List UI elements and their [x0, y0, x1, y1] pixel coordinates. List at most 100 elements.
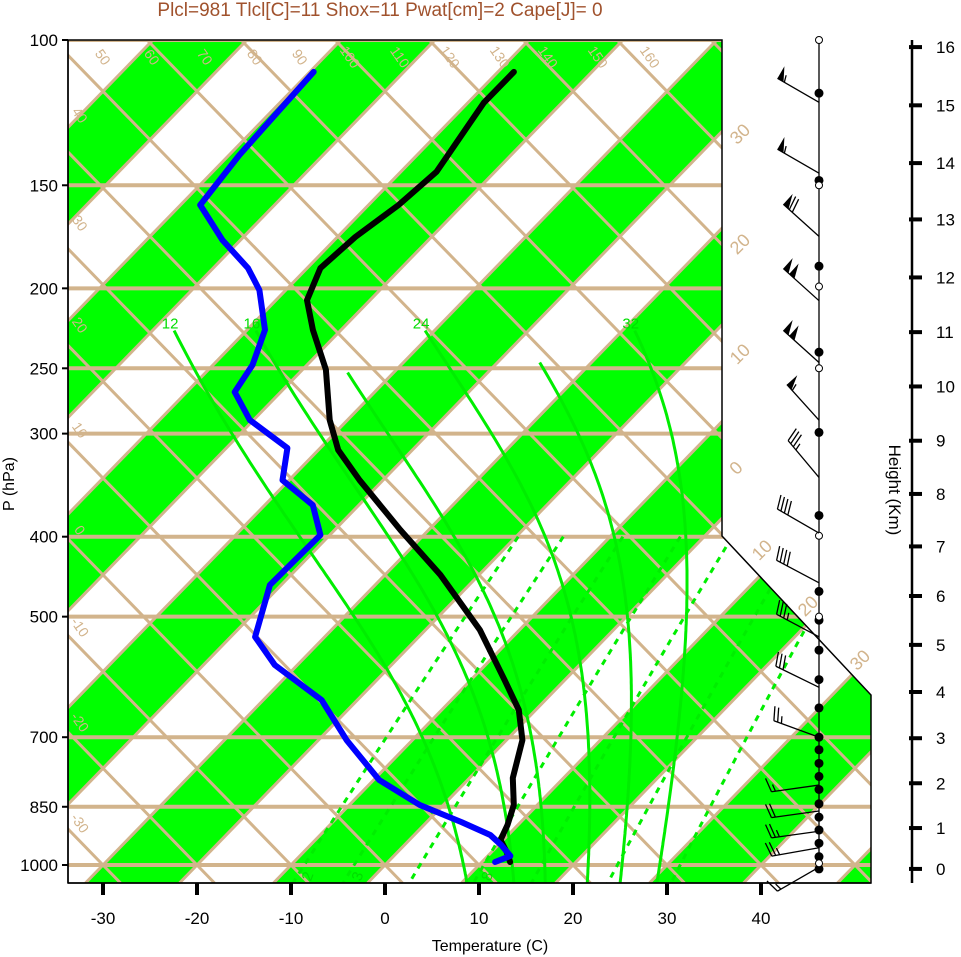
right-edge-label: 10: [748, 536, 776, 564]
chart-title: Plcl=981 Tlcl[C]=11 Shox=11 Pwat[cm]=2 C…: [157, 0, 602, 21]
wind-barb: [775, 545, 820, 584]
mixing-ratio-line: [289, 535, 520, 883]
barb-full: [764, 842, 773, 857]
barb-full: [764, 804, 773, 818]
height-dot: [814, 758, 824, 768]
mixing-ratio-line: [339, 535, 565, 883]
height-dot-open: [815, 181, 823, 190]
barb-full: [783, 498, 789, 514]
barb-full: [777, 707, 780, 723]
isotherm-line: [68, 40, 812, 883]
isotherm-band: [461, 40, 871, 883]
barb-full: [780, 496, 786, 512]
barb-flag: [783, 258, 793, 274]
moist-adiabat-label: 32: [622, 316, 639, 333]
y-tick-label: 250: [30, 359, 58, 378]
height-dot: [814, 799, 824, 809]
height-dot: [814, 510, 824, 520]
height-tick-label: 2: [936, 774, 945, 793]
moist-adiabat-label: 12: [162, 316, 179, 333]
isotherm-line: [648, 40, 871, 883]
height-dot: [814, 864, 824, 874]
moist-adiabat-line: [346, 371, 547, 883]
height-dot: [814, 745, 824, 755]
wind-barb: [764, 823, 820, 839]
x-tick-label: 0: [380, 909, 389, 928]
moist-adiabat-line: [172, 329, 470, 883]
barb-full: [776, 494, 782, 510]
height-dot: [814, 645, 824, 655]
height-tick-label: 8: [936, 485, 945, 504]
height-tick-label: 5: [936, 636, 945, 655]
isotherm-band: [68, 40, 623, 883]
moist-adiabat-label: 24: [413, 316, 430, 333]
barb-full: [786, 551, 791, 567]
height-tick-label: 12: [936, 268, 955, 287]
barb-shaft: [776, 559, 820, 584]
wind-barb: [782, 319, 820, 364]
mixing-ratio-line: [528, 535, 734, 883]
barb-full: [764, 778, 773, 792]
isotherm-line: [554, 40, 871, 883]
x-tick-label: -10: [279, 909, 304, 928]
barb-full: [775, 651, 780, 667]
height-dot: [814, 675, 824, 685]
barb-shaft: [771, 847, 820, 857]
height-dot: [814, 88, 824, 98]
barb-full: [783, 603, 788, 619]
x-tick-label: -30: [91, 909, 116, 928]
height-dot-open: [815, 859, 823, 868]
barb-full: [788, 196, 797, 210]
barb-half: [771, 784, 777, 792]
mixing-ratio-line: [470, 535, 682, 883]
dry-adiabat-line: [240, 40, 871, 883]
barb-shaft: [782, 329, 820, 364]
wind-barb: [787, 428, 820, 478]
wind-barb: [766, 866, 820, 892]
barb-full: [768, 823, 777, 838]
barb-full: [775, 599, 781, 615]
height-tick-label: 11: [936, 323, 954, 342]
barb-full: [778, 653, 783, 669]
height-dot: [814, 427, 824, 437]
barb-full: [768, 803, 777, 818]
barb-shaft: [777, 77, 820, 103]
height-tick-label: 3: [936, 729, 945, 748]
barb-flag: [789, 325, 799, 341]
dry-adiabat-line: [68, 40, 498, 883]
height-dot-open: [815, 531, 823, 540]
barb-shaft: [782, 203, 820, 237]
dry-adiabat-line: [68, 40, 871, 883]
moist-adiabat-line: [254, 329, 516, 883]
height-dot: [814, 785, 824, 795]
wind-barb: [764, 778, 820, 793]
x-tick-label: 10: [470, 909, 489, 928]
moist-adiabat-line: [538, 361, 633, 883]
dry-adiabat-line: [68, 40, 780, 883]
barb-half: [783, 75, 787, 83]
barb-full: [790, 431, 800, 445]
barb-flag: [783, 319, 793, 336]
barb-half: [775, 847, 781, 855]
barb-half: [775, 829, 780, 838]
barb-full: [764, 824, 773, 839]
barb-shaft: [777, 148, 820, 174]
mixing-ratio-line: [406, 535, 625, 883]
wind-barb: [764, 842, 820, 857]
x-tick-label: -20: [185, 909, 210, 928]
height-dot: [814, 261, 824, 271]
x-tick-label: 30: [658, 909, 677, 928]
wind-barb: [777, 66, 820, 103]
barb-full: [766, 880, 778, 892]
height-dot: [814, 703, 824, 713]
x-tick-label: 20: [564, 909, 583, 928]
profiles: [197, 68, 526, 865]
y-tick-label: 700: [30, 728, 58, 747]
wind-barb: [764, 803, 820, 819]
moist-adiabats: 12 16 24 32: [162, 316, 689, 883]
mixing-ratio-line: [604, 535, 802, 883]
wind-barb: [777, 137, 820, 174]
height-dot-open: [815, 364, 823, 373]
wind-barb: [782, 258, 820, 302]
height-dot: [814, 852, 824, 862]
